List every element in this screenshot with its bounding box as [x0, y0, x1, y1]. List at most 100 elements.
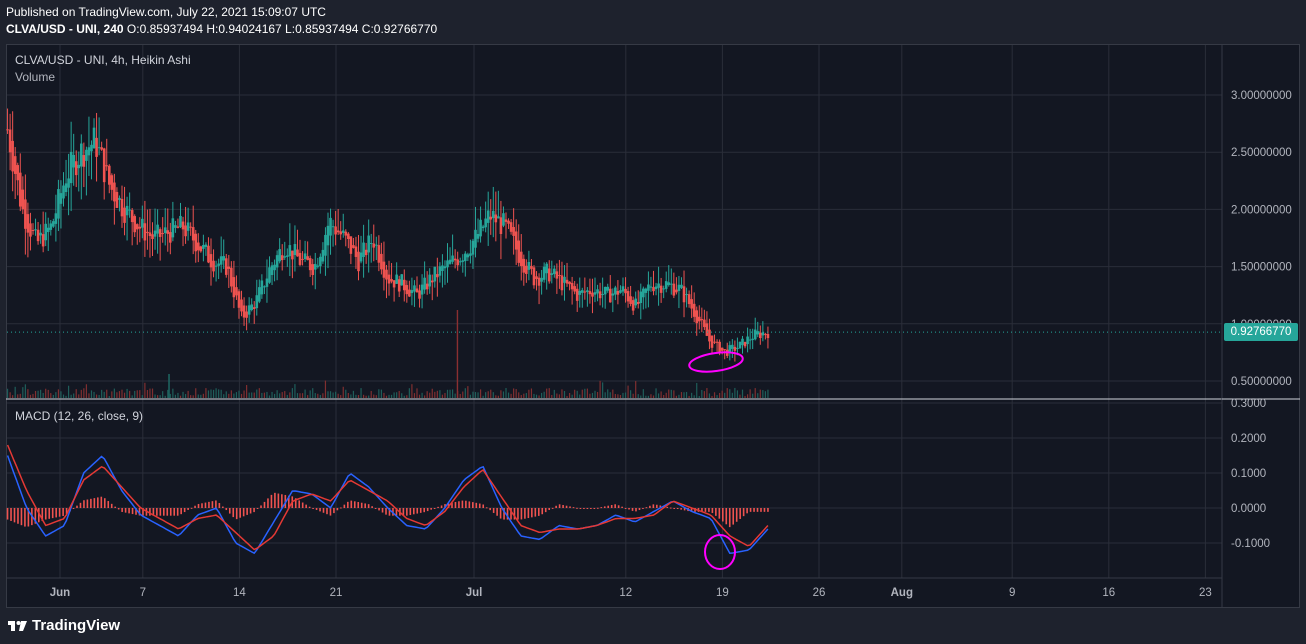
volume-bar: [719, 392, 721, 398]
candle-body: [186, 222, 190, 231]
macd-histogram-bar: [305, 504, 307, 508]
volume-bar: [324, 380, 327, 398]
tradingview-brand[interactable]: TradingView: [8, 617, 120, 634]
macd-histogram-bar: [97, 497, 99, 508]
published-header: Published on TradingView.com, July 22, 2…: [0, 0, 1306, 42]
volume-bar: [665, 392, 667, 398]
volume-bar: [441, 394, 444, 398]
macd-histogram-bar: [124, 508, 127, 513]
volume-bar: [670, 389, 672, 398]
macd-histogram-bar: [492, 508, 495, 513]
macd-histogram-bar: [360, 502, 363, 508]
volume-bar: [22, 387, 24, 398]
volume-bar: [281, 392, 283, 398]
volume-bar: [635, 381, 637, 398]
candle-body: [708, 329, 711, 342]
volume-bar: [248, 392, 250, 398]
candle-body: [369, 243, 373, 245]
candle-body: [191, 227, 195, 241]
macd-histogram-bar: [367, 504, 370, 508]
candle-body: [723, 349, 727, 351]
time-tick-label: Aug: [891, 587, 913, 599]
macd-histogram-bar: [499, 508, 502, 519]
macd-histogram-bar: [541, 508, 544, 515]
volume-bar: [675, 395, 677, 398]
volume-bar: [205, 388, 207, 398]
macd-histogram-bar: [65, 508, 68, 515]
volume-bar: [390, 394, 393, 398]
macd-histogram-bar: [409, 508, 412, 515]
candle-body: [438, 266, 442, 276]
volume-bar: [429, 392, 431, 398]
volume-bar: [398, 390, 400, 398]
candle-body: [695, 310, 699, 324]
volume-bar: [566, 395, 568, 398]
macd-histogram-bar: [336, 508, 339, 511]
macd-histogram-bar: [378, 508, 380, 511]
candle-body: [405, 285, 409, 295]
chart-frame[interactable]: [6, 44, 1300, 608]
macd-histogram-bar: [298, 500, 301, 508]
candle-body: [392, 280, 396, 288]
candle-body: [138, 226, 142, 229]
candle-body: [156, 224, 159, 234]
volume-bar: [258, 388, 260, 398]
volume-bar: [757, 393, 759, 398]
candle-body: [647, 284, 650, 291]
candle-body: [715, 341, 719, 343]
macd-histogram-bar: [350, 500, 353, 508]
volume-bar: [184, 394, 187, 398]
time-tick-label: 19: [716, 587, 729, 599]
candle-body: [731, 344, 734, 349]
macd-histogram-bar: [624, 508, 627, 509]
candle-body: [375, 244, 378, 246]
volume-bar: [345, 389, 347, 398]
macd-histogram-bar: [326, 508, 328, 515]
volume-bar: [256, 389, 258, 398]
candle-body: [486, 210, 490, 223]
volume-bar: [103, 391, 105, 398]
candle-body: [367, 235, 370, 253]
candle-body: [171, 218, 175, 238]
macd-histogram-bar: [381, 508, 384, 513]
macd-histogram-bar: [333, 508, 335, 514]
volume-bar: [645, 395, 647, 398]
candle-body: [575, 288, 579, 301]
macd-histogram-bar: [416, 508, 419, 514]
candle-body: [662, 288, 665, 290]
candle-body: [133, 216, 137, 233]
volume-bar: [650, 394, 652, 398]
volume-bar: [439, 390, 441, 398]
macd-histogram-bar: [572, 507, 575, 509]
candle-body: [603, 287, 607, 295]
macd-histogram-bar: [117, 508, 120, 510]
volume-bar: [233, 393, 235, 398]
volume-bar: [563, 391, 566, 398]
volume-bar: [749, 389, 751, 398]
volume-bar: [459, 393, 461, 398]
macd-histogram-bar: [364, 503, 366, 508]
volume-bar: [663, 395, 665, 398]
volume-bar: [169, 393, 171, 398]
candle-body: [606, 286, 610, 291]
macd-histogram-bar: [503, 508, 505, 520]
macd-histogram-bar: [468, 501, 471, 508]
candle-body: [596, 289, 599, 294]
macd-histogram-bar: [537, 508, 540, 516]
candle-body: [733, 346, 737, 351]
volume-bar: [238, 390, 240, 398]
volume-bar: [596, 391, 599, 398]
volume-bar: [561, 389, 563, 398]
volume-bar: [187, 390, 189, 398]
volume-bar: [741, 389, 744, 398]
candle-body: [331, 226, 335, 228]
volume-bar: [289, 392, 291, 398]
candle-body: [344, 231, 348, 236]
candle-body: [179, 215, 182, 228]
volume-bar: [355, 394, 357, 398]
volume-bar: [12, 395, 14, 398]
volume-bar: [673, 390, 675, 398]
candle-body: [766, 334, 770, 339]
candle-body: [469, 253, 472, 256]
